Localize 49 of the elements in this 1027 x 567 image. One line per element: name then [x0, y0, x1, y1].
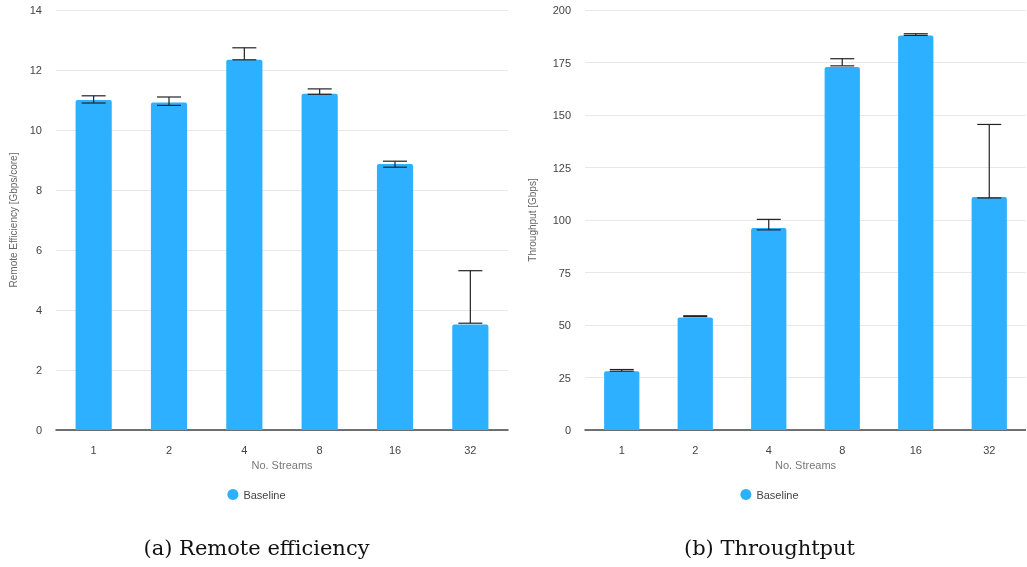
bar	[301, 93, 338, 430]
bar	[150, 102, 188, 430]
bar	[824, 66, 860, 430]
y-tick-label: 175	[552, 56, 571, 69]
x-tick-label: 8	[316, 443, 323, 456]
y-tick-label: 14	[29, 4, 42, 16]
x-tick-label: 16	[388, 443, 402, 456]
x-tick-label: 1	[618, 443, 625, 456]
bar	[677, 317, 713, 430]
y-tick-label: 8	[35, 184, 42, 196]
y-tick-label: 125	[552, 161, 571, 174]
x-axis-title: No. Streams	[774, 459, 837, 472]
y-tick-label: 50	[558, 319, 571, 331]
y-tick-label: 75	[558, 266, 571, 279]
bar	[376, 163, 414, 430]
x-tick-label: 4	[241, 443, 248, 456]
y-tick-label: 10	[29, 124, 42, 136]
bar	[604, 371, 640, 430]
text: (a) Remote efficiency	[143, 535, 370, 560]
bar	[898, 35, 934, 430]
x-tick-label: 32	[983, 443, 996, 456]
legend-label: Baseline	[243, 488, 286, 501]
y-axis-title: Throughput [Gbps]	[526, 178, 538, 262]
legend-label: Baseline	[756, 488, 799, 501]
bar	[75, 100, 112, 430]
bar	[452, 324, 489, 430]
x-tick-label: 16	[909, 443, 922, 456]
x-axis-title: No. Streams	[251, 459, 314, 472]
bar	[751, 227, 787, 430]
x-tick-label: 8	[839, 443, 846, 456]
bar	[226, 59, 263, 430]
x-tick-label: 1	[90, 443, 97, 456]
y-tick-label: 25	[558, 371, 571, 384]
y-tick-label: 2	[35, 364, 42, 376]
y-axis-title: Remote Efficiency [Gbps/core]	[7, 152, 19, 288]
x-tick-label: 32	[464, 443, 477, 456]
y-tick-label: 0	[35, 424, 42, 436]
x-tick-label: 4	[765, 443, 772, 456]
text: (b) Throughtput	[683, 535, 856, 560]
bar	[971, 196, 1007, 430]
y-tick-label: 200	[552, 4, 571, 16]
y-tick-label: 0	[564, 424, 571, 436]
x-tick-label: 2	[165, 443, 173, 456]
y-tick-label: 100	[552, 214, 571, 226]
y-tick-label: 150	[552, 109, 571, 121]
y-tick-label: 4	[35, 304, 42, 316]
y-tick-label: 12	[29, 64, 42, 76]
x-tick-label: 2	[692, 443, 699, 456]
y-tick-label: 6	[35, 244, 42, 256]
